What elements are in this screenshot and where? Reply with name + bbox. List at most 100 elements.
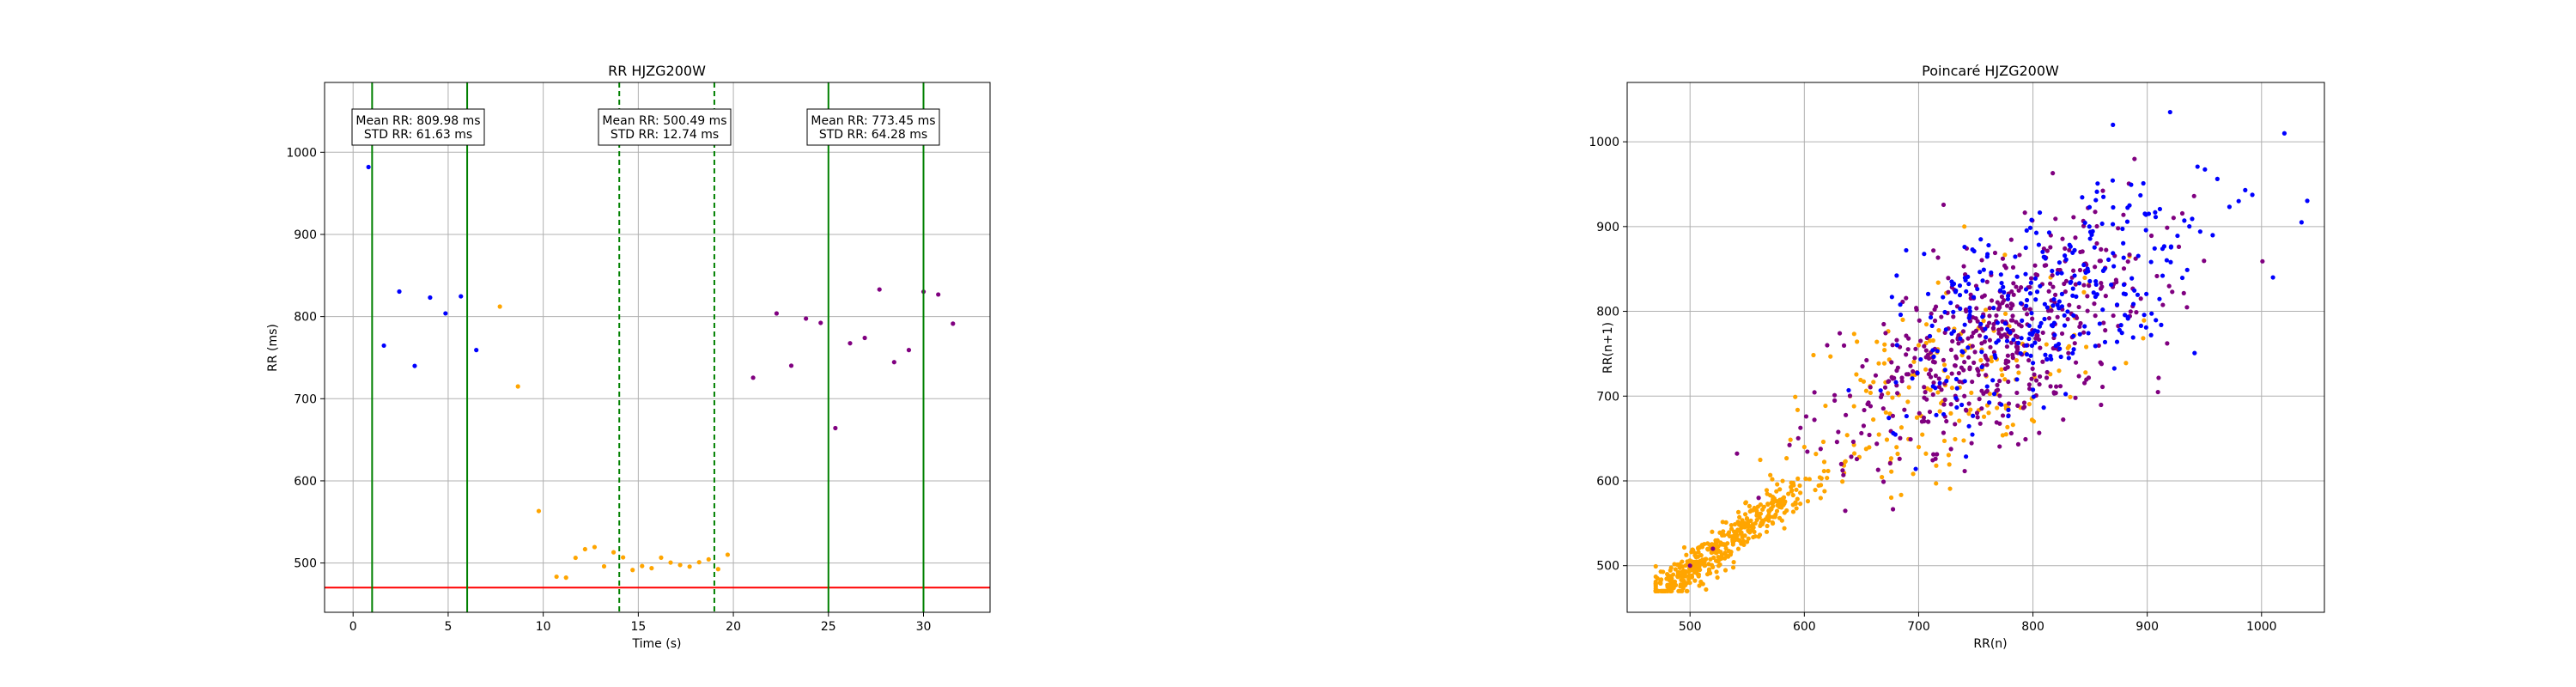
poincare-point bbox=[1966, 355, 1971, 360]
poincare-point bbox=[1861, 423, 1867, 429]
poincare-point bbox=[1918, 356, 1923, 362]
poincare-point bbox=[1942, 397, 1947, 403]
poincare-point bbox=[1941, 357, 1947, 362]
poincare-point bbox=[1794, 487, 1799, 492]
poincare-point bbox=[1957, 293, 1963, 298]
rr-point bbox=[848, 341, 853, 346]
poincare-point bbox=[1931, 452, 1936, 457]
poincare-point bbox=[1730, 565, 1736, 570]
rr-point bbox=[459, 294, 464, 299]
poincare-point bbox=[1953, 395, 1959, 401]
rr-point bbox=[706, 556, 711, 562]
poincare-point bbox=[1935, 390, 1941, 395]
poincare-point bbox=[2052, 332, 2057, 337]
poincare-point bbox=[2008, 237, 2014, 242]
poincare-point bbox=[2143, 212, 2148, 217]
poincare-point bbox=[1821, 459, 1827, 465]
poincare-point bbox=[2066, 356, 2071, 361]
poincare-point bbox=[2050, 284, 2056, 289]
poincare-axes-frame bbox=[1626, 82, 2325, 613]
poincare-point bbox=[2040, 249, 2045, 254]
poincare-point bbox=[2101, 320, 2106, 325]
poincare-point bbox=[2138, 323, 2144, 329]
poincare-point bbox=[1997, 288, 2003, 293]
poincare-point bbox=[1837, 331, 1843, 336]
poincare-point bbox=[2143, 228, 2148, 233]
poincare-point bbox=[1927, 333, 1933, 339]
poincare-point bbox=[1801, 444, 1807, 450]
poincare-point bbox=[2121, 282, 2127, 288]
poincare-point bbox=[1979, 341, 1984, 346]
poincare-point bbox=[2051, 320, 2057, 325]
poincare-point bbox=[1964, 289, 1969, 294]
poincare-point bbox=[1914, 415, 1920, 420]
poincare-point bbox=[2190, 216, 2195, 222]
poincare-point bbox=[2236, 198, 2241, 204]
poincare-point bbox=[2123, 361, 2129, 366]
poincare-point bbox=[1782, 526, 1787, 531]
poincare-point bbox=[2014, 319, 2019, 325]
poincare-point bbox=[2187, 224, 2192, 229]
poincare-point bbox=[2138, 192, 2143, 198]
poincare-y-axis-label: RR(n+1) bbox=[1601, 322, 1615, 374]
poincare-point bbox=[2027, 284, 2032, 290]
poincare-point bbox=[1933, 456, 1938, 461]
poincare-point bbox=[2014, 284, 2019, 289]
poincare-point bbox=[2024, 352, 2030, 357]
poincare-point bbox=[2148, 332, 2154, 337]
x-tick-label: 900 bbox=[2136, 620, 2159, 634]
poincare-point bbox=[1793, 394, 1798, 399]
poincare-point bbox=[1949, 386, 1954, 391]
poincare-point bbox=[2081, 283, 2087, 288]
poincare-point bbox=[2018, 350, 2023, 356]
poincare-point bbox=[2059, 291, 2064, 296]
poincare-point bbox=[1732, 521, 1738, 527]
poincare-point bbox=[2026, 336, 2032, 342]
rr-point bbox=[862, 335, 867, 341]
poincare-point bbox=[2003, 432, 2008, 437]
poincare-point bbox=[1718, 540, 1723, 545]
poincare-point bbox=[1989, 298, 1995, 303]
poincare-point bbox=[2136, 253, 2141, 258]
poincare-point bbox=[1687, 574, 1692, 579]
poincare-point bbox=[1922, 344, 1927, 349]
poincare-point bbox=[1904, 333, 1909, 338]
annotation-std: STD RR: 64.28 ms bbox=[819, 128, 927, 142]
poincare-point bbox=[2073, 235, 2078, 240]
poincare-point bbox=[2026, 401, 2032, 407]
poincare-point bbox=[1752, 529, 1757, 534]
poincare-point bbox=[2125, 258, 2130, 264]
poincare-point bbox=[1862, 407, 1867, 413]
rr-axes-frame bbox=[324, 82, 991, 613]
poincare-point bbox=[2110, 178, 2116, 183]
poincare-point bbox=[2016, 322, 2022, 327]
poincare-point bbox=[2179, 210, 2185, 216]
poincare-point bbox=[1927, 409, 1933, 415]
poincare-point bbox=[2028, 276, 2034, 281]
poincare-point bbox=[1984, 307, 1989, 313]
poincare-point bbox=[2059, 304, 2065, 309]
poincare-point bbox=[2099, 246, 2104, 252]
poincare-point bbox=[2111, 264, 2117, 269]
poincare-point bbox=[1995, 300, 2000, 305]
poincare-point bbox=[2059, 271, 2064, 276]
poincare-point bbox=[2063, 278, 2069, 283]
poincare-point bbox=[1687, 563, 1692, 568]
poincare-point bbox=[2011, 337, 2016, 343]
poincare-point bbox=[2004, 344, 2010, 350]
rr-point bbox=[563, 575, 568, 581]
y-tick-label: 600 bbox=[294, 475, 317, 489]
poincare-point bbox=[1973, 328, 1979, 333]
poincare-point bbox=[1770, 494, 1776, 500]
poincare-point bbox=[1947, 486, 1953, 491]
poincare-point bbox=[2121, 240, 2126, 246]
poincare-point bbox=[1987, 306, 1992, 311]
poincare-point bbox=[1918, 338, 1923, 344]
poincare-point bbox=[1807, 477, 1812, 482]
poincare-point bbox=[1886, 416, 1892, 421]
poincare-point bbox=[2005, 293, 2011, 299]
poincare-point bbox=[1894, 445, 1899, 450]
x-tick-label: 30 bbox=[916, 620, 932, 634]
poincare-point bbox=[1795, 435, 1801, 441]
poincare-point bbox=[1743, 512, 1748, 517]
